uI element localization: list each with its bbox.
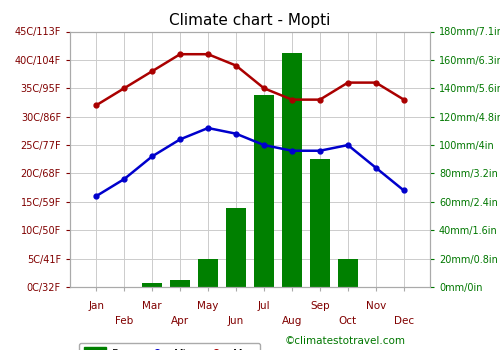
Text: Jan: Jan [88,301,104,311]
Text: Dec: Dec [394,316,414,327]
Text: Mar: Mar [142,301,162,311]
Bar [282,53,302,287]
Text: Sep: Sep [310,301,330,311]
Text: Jul: Jul [258,301,270,311]
Legend: Prec, Min, Max: Prec, Min, Max [79,343,260,350]
Bar [142,283,162,287]
Text: Apr: Apr [171,316,189,327]
Bar [310,159,330,287]
Bar [198,259,218,287]
Text: Feb: Feb [115,316,134,327]
Text: Nov: Nov [366,301,386,311]
Text: Oct: Oct [339,316,357,327]
Bar [226,208,246,287]
Text: ©climatestotravel.com: ©climatestotravel.com [285,336,406,346]
Title: Climate chart - Mopti: Climate chart - Mopti [170,13,330,28]
Text: Jun: Jun [228,316,244,327]
Text: May: May [198,301,218,311]
Bar [170,280,190,287]
Text: Aug: Aug [282,316,302,327]
Bar [254,95,274,287]
Bar [338,259,357,287]
